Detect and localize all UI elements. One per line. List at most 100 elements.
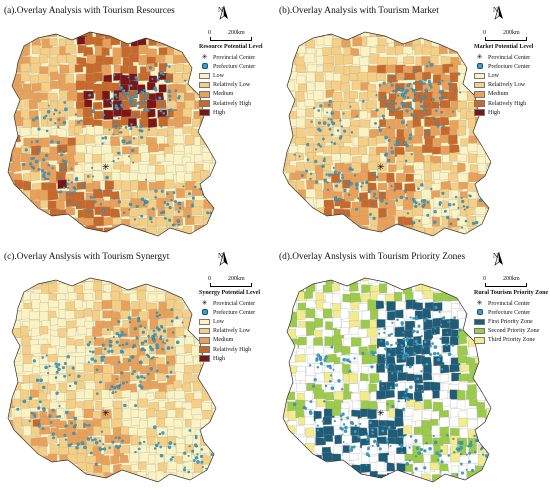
prefecture-center-dot bbox=[166, 115, 170, 119]
prefecture-center-dot bbox=[68, 200, 71, 203]
county-region bbox=[147, 32, 158, 38]
county-region bbox=[75, 380, 86, 390]
prefecture-center-dot bbox=[409, 337, 412, 340]
prefecture-center-dot bbox=[423, 78, 427, 82]
county-region bbox=[295, 137, 307, 146]
prefecture-center-dot bbox=[72, 431, 76, 436]
prefecture-center-dot bbox=[417, 187, 420, 190]
county-region bbox=[431, 365, 441, 375]
county-region bbox=[283, 217, 288, 229]
prefecture-center-dot bbox=[451, 110, 455, 113]
prefecture-center-dot bbox=[461, 199, 465, 204]
prefecture-center-dot bbox=[389, 347, 393, 351]
county-region bbox=[395, 278, 405, 285]
prefecture-center-dot bbox=[162, 73, 165, 76]
prefecture-center-dot bbox=[385, 152, 389, 156]
county-region bbox=[343, 234, 352, 236]
county-region bbox=[458, 38, 469, 49]
prefecture-center-dot bbox=[82, 197, 85, 200]
panel-title: (b).Overlay Analysis with Tourism Market bbox=[279, 6, 439, 16]
county-region bbox=[30, 426, 41, 438]
county-region bbox=[283, 98, 290, 109]
county-region bbox=[407, 483, 417, 491]
legend-swatch bbox=[474, 91, 485, 98]
county-region bbox=[84, 373, 96, 381]
county-region bbox=[413, 161, 424, 171]
prefecture-center-dot bbox=[387, 352, 391, 357]
legend-label: Relatively High bbox=[213, 100, 252, 107]
county-region bbox=[184, 365, 195, 374]
legend-label: Medium bbox=[213, 91, 234, 98]
county-region bbox=[74, 407, 84, 418]
county-region bbox=[95, 32, 105, 38]
county-region bbox=[8, 465, 15, 475]
county-region bbox=[8, 65, 16, 77]
prefecture-center-dot bbox=[196, 460, 200, 464]
county-region bbox=[103, 56, 114, 66]
prefecture-center-dot bbox=[183, 451, 187, 455]
prefecture-center-dot bbox=[355, 115, 358, 118]
county-region bbox=[358, 145, 367, 155]
prefecture-center-dot bbox=[420, 183, 424, 187]
prefecture-center-dot bbox=[106, 98, 109, 101]
county-region bbox=[75, 134, 86, 145]
prefecture-center-dot bbox=[125, 342, 129, 346]
prefecture-center-dot bbox=[378, 128, 382, 132]
county-region bbox=[155, 391, 167, 399]
county-region bbox=[203, 188, 214, 199]
prefecture-center-dot bbox=[401, 120, 405, 124]
prefecture-center-dot bbox=[45, 354, 48, 357]
county-region bbox=[8, 480, 12, 482]
county-region bbox=[147, 118, 158, 128]
county-region bbox=[377, 481, 386, 482]
county-region bbox=[305, 225, 315, 235]
legend-prefecture-center: Prefecture Center bbox=[474, 62, 533, 71]
prefecture-center-dot bbox=[409, 316, 412, 319]
prefecture-center-dot bbox=[330, 111, 334, 115]
prefecture-center-dot bbox=[447, 202, 452, 207]
county-region bbox=[19, 127, 31, 137]
county-region bbox=[288, 225, 298, 234]
county-region bbox=[212, 145, 216, 156]
county-region bbox=[397, 473, 406, 482]
county-region bbox=[209, 126, 216, 137]
prefecture-center-dot bbox=[145, 178, 147, 181]
prefecture-center-dot bbox=[166, 375, 169, 378]
county-region bbox=[110, 355, 121, 366]
county-region bbox=[315, 372, 325, 383]
prefecture-center-dot bbox=[108, 339, 113, 344]
county-region bbox=[283, 108, 290, 118]
county-region bbox=[8, 136, 16, 146]
prefecture-center-dot bbox=[143, 348, 147, 352]
county-region bbox=[397, 372, 408, 381]
prefecture-center-dot bbox=[148, 66, 153, 70]
county-region bbox=[358, 215, 370, 226]
county-region bbox=[5, 238, 13, 246]
county-region bbox=[174, 337, 185, 347]
prefecture-center-dot bbox=[390, 101, 395, 105]
prefecture-center-dot bbox=[417, 324, 421, 328]
prefecture-center-dot bbox=[357, 435, 361, 439]
county-region bbox=[200, 445, 211, 455]
prefecture-center-dot bbox=[324, 355, 328, 359]
county-region bbox=[351, 337, 363, 348]
prefecture-center-dot bbox=[460, 196, 463, 199]
county-region bbox=[313, 454, 323, 465]
county-region bbox=[65, 44, 77, 54]
scale-zero: 0 bbox=[208, 276, 211, 282]
county-region bbox=[64, 310, 75, 320]
prefecture-center-dot bbox=[457, 440, 461, 444]
county-region bbox=[111, 374, 120, 384]
prefecture-center-dot bbox=[400, 321, 404, 325]
county-region bbox=[412, 116, 422, 128]
county-region bbox=[47, 353, 58, 362]
prefecture-center-dot bbox=[362, 99, 365, 103]
prefecture-center-dot bbox=[348, 360, 352, 364]
county-region bbox=[485, 353, 491, 363]
prefecture-center-dot bbox=[432, 434, 435, 437]
scale-end: 200km bbox=[228, 276, 245, 282]
legend-label: Third Priority Zone bbox=[488, 337, 535, 344]
prefecture-center-dot bbox=[111, 391, 115, 395]
county-region bbox=[28, 32, 38, 35]
prefecture-center-dot bbox=[338, 136, 342, 140]
